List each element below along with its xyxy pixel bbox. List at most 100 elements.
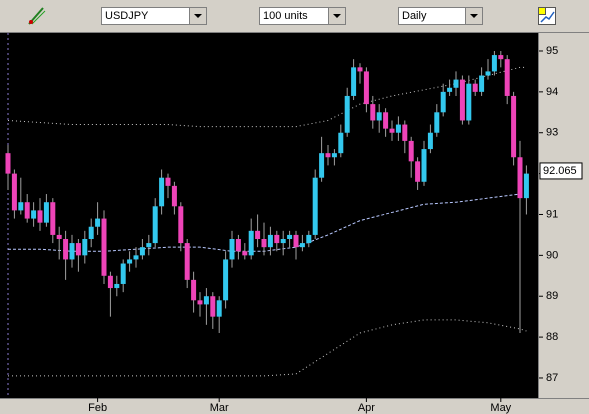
candle-body bbox=[69, 243, 75, 260]
candle-body bbox=[351, 67, 357, 96]
candle-body bbox=[440, 91, 446, 113]
candle-body bbox=[383, 112, 389, 129]
candle-body bbox=[274, 234, 280, 244]
candle-body bbox=[344, 95, 350, 133]
candle-body bbox=[255, 230, 261, 240]
period-text: Daily bbox=[402, 10, 427, 22]
candle-body bbox=[171, 185, 177, 207]
candle-body bbox=[50, 202, 56, 235]
candle-body bbox=[491, 55, 497, 72]
y-tick-label: 88 bbox=[546, 331, 558, 343]
candle-body bbox=[459, 79, 465, 121]
candle-body bbox=[267, 234, 273, 248]
y-tick-label: 91 bbox=[546, 208, 558, 220]
candle-body bbox=[261, 239, 267, 248]
candle-body bbox=[517, 157, 523, 199]
chart: 878889909192939495FebMarAprMay92.065 bbox=[0, 33, 589, 414]
y-tick-label: 93 bbox=[546, 127, 558, 139]
candle-body bbox=[223, 259, 229, 301]
candle-body bbox=[31, 210, 37, 219]
candle-body bbox=[331, 153, 337, 158]
candle-body bbox=[235, 239, 241, 252]
candle-body bbox=[338, 132, 344, 154]
candle-body bbox=[293, 234, 299, 248]
candle-body bbox=[229, 239, 235, 260]
x-tick-label: Apr bbox=[358, 402, 375, 414]
candle-body bbox=[75, 243, 81, 256]
candle-body bbox=[127, 259, 133, 264]
y-tick-label: 89 bbox=[546, 290, 558, 302]
candle-body bbox=[139, 247, 145, 256]
candle-body bbox=[216, 300, 222, 317]
candle-body bbox=[408, 140, 414, 162]
period-select[interactable]: Daily bbox=[398, 7, 483, 25]
candle-body bbox=[5, 153, 11, 174]
dropdown-button[interactable] bbox=[189, 8, 206, 24]
candle-body bbox=[197, 300, 203, 305]
candle-body bbox=[191, 279, 197, 301]
y-tick-label: 90 bbox=[546, 249, 558, 261]
candle-body bbox=[312, 177, 318, 235]
x-tick-label: Mar bbox=[210, 402, 229, 414]
toolbar: USDJPY 100 units Daily bbox=[0, 0, 589, 33]
candle-body bbox=[203, 296, 209, 305]
indicator-line bbox=[8, 319, 527, 377]
candle-body bbox=[210, 296, 216, 317]
candle-body bbox=[389, 128, 395, 133]
candle-body bbox=[56, 234, 62, 240]
candle-body bbox=[114, 283, 120, 289]
candle-body bbox=[485, 71, 491, 76]
candle-body bbox=[498, 55, 504, 60]
dropdown-button[interactable] bbox=[465, 8, 482, 24]
candle-body bbox=[472, 83, 478, 92]
candle-body bbox=[447, 87, 453, 92]
candle-body bbox=[88, 226, 94, 240]
candle-body bbox=[248, 230, 254, 256]
candle-body bbox=[242, 251, 248, 256]
candle-body bbox=[287, 234, 293, 240]
candle-body bbox=[402, 124, 408, 141]
draw-tool-icon[interactable] bbox=[26, 5, 48, 27]
y-tick-label: 95 bbox=[546, 45, 558, 57]
x-tick-label: May bbox=[490, 402, 511, 414]
last-price-box bbox=[539, 162, 583, 180]
candle-body bbox=[107, 275, 113, 289]
candle-body bbox=[280, 239, 286, 244]
dropdown-button[interactable] bbox=[328, 8, 345, 24]
candle-body bbox=[479, 75, 485, 92]
candle-body bbox=[146, 243, 152, 248]
symbol-select[interactable]: USDJPY bbox=[101, 7, 207, 25]
candle-body bbox=[504, 59, 510, 96]
candle-body bbox=[152, 206, 158, 244]
candle-body bbox=[363, 71, 369, 105]
candle-body bbox=[184, 243, 190, 280]
candle-body bbox=[453, 79, 459, 88]
candle-body bbox=[165, 177, 171, 186]
candle-body bbox=[357, 67, 363, 72]
symbol-text: USDJPY bbox=[105, 10, 149, 22]
candle-body bbox=[63, 239, 69, 260]
candle-body bbox=[18, 202, 24, 211]
candle-body bbox=[299, 243, 305, 248]
candle-body bbox=[11, 173, 17, 211]
candle-body bbox=[415, 161, 421, 182]
candle-body bbox=[395, 124, 401, 133]
candle-body bbox=[376, 112, 382, 121]
x-tick-label: Feb bbox=[88, 402, 107, 414]
candle-body bbox=[370, 104, 376, 121]
candle-body bbox=[427, 132, 433, 150]
candle-body bbox=[37, 210, 43, 223]
indicator-line bbox=[8, 193, 527, 252]
candle-body bbox=[95, 218, 101, 227]
candle-body bbox=[421, 149, 427, 182]
candle-body bbox=[306, 234, 312, 244]
candle-body bbox=[466, 83, 472, 121]
candle-body bbox=[319, 153, 325, 178]
candle-body bbox=[120, 263, 126, 284]
candle-body bbox=[82, 239, 88, 256]
candle-body bbox=[511, 95, 517, 158]
units-select[interactable]: 100 units bbox=[259, 7, 346, 25]
candle-body bbox=[133, 255, 139, 260]
chart-settings-icon[interactable] bbox=[537, 6, 557, 26]
